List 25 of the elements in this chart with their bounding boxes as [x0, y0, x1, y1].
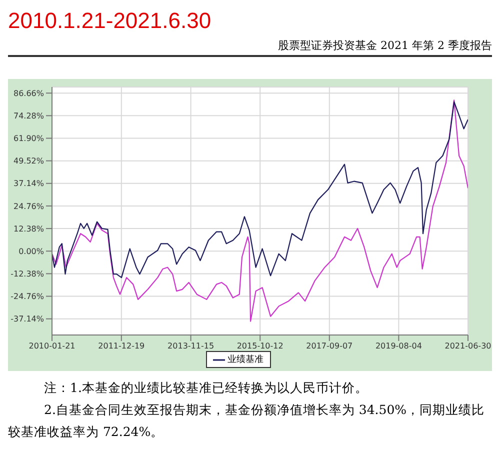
y-tick-label: 86.66% — [13, 88, 44, 98]
y-tick-label: -37.14% — [10, 314, 44, 324]
y-tick-label: 24.76% — [13, 202, 44, 211]
y-tick-label: 49.52% — [13, 156, 44, 166]
y-tick-label: 0.00% — [18, 246, 44, 256]
x-tick-label: 2015-10-12 — [236, 342, 284, 351]
legend-label: 业绩基准 — [228, 354, 264, 366]
y-tick-label: 74.28% — [13, 112, 44, 121]
x-tick-label: 2013-11-15 — [168, 342, 214, 351]
y-tick-label: 61.90% — [13, 134, 44, 144]
y-tick-label: 12.38% — [13, 224, 44, 234]
y-tick-label: 37.14% — [13, 179, 44, 188]
x-tick-label: 2011-12-19 — [98, 342, 145, 351]
y-tick-label: -12.38% — [10, 270, 44, 279]
x-tick-label: 2021-06-30 — [444, 342, 492, 351]
x-tick-label: 2017-09-07 — [306, 342, 353, 351]
line-series — [52, 101, 468, 278]
chart-subtitle: 股票型证券投资基金 2021 年第 2 季度报告 — [8, 38, 492, 57]
x-tick-label: 2019-08-04 — [375, 342, 422, 351]
text: 2.自基金合同生效至报告期末，基金份额净值增长率为 34.50%，同期业绩比较基准收益率为 72.24%。 — [8, 401, 486, 441]
x-tick-label: 2010-01-21 — [28, 342, 76, 351]
y-tick-label: -24.76% — [10, 292, 44, 302]
line-series — [52, 100, 468, 322]
text: 注：1.本基金的业绩比较基准已经转换为以人民币计价。 — [43, 379, 369, 397]
chart-title: 2010.1.21-2021.6.30 — [8, 8, 212, 34]
